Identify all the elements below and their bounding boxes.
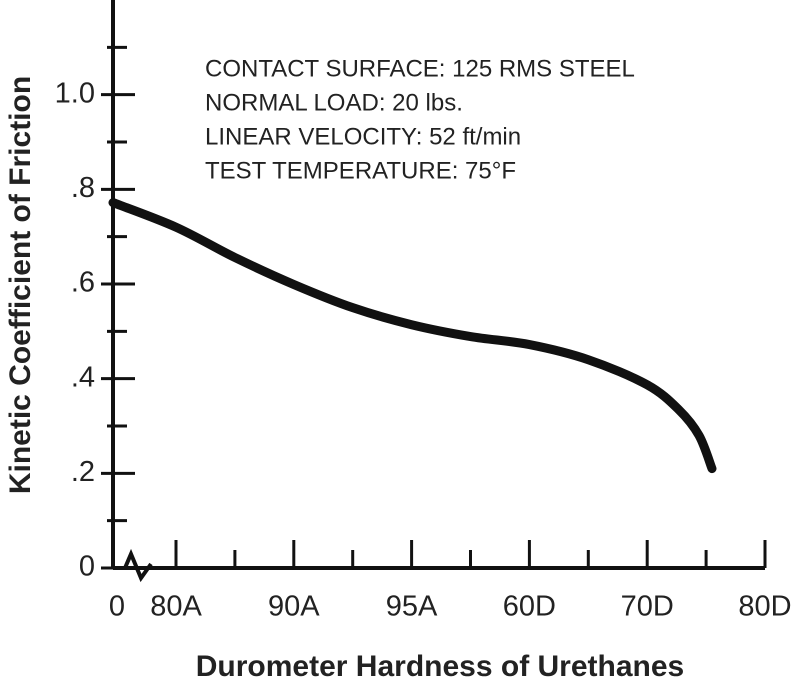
y-tick-label: 0 <box>79 551 95 583</box>
x-tick-label: 80D <box>738 591 791 623</box>
x-tick-label: 95A <box>386 591 438 623</box>
y-tick-label: 1.0 <box>55 77 95 109</box>
y-axis-title: Kinetic Coefficient of Friction <box>4 76 37 494</box>
y-tick-label: .2 <box>71 456 95 488</box>
y-tick-label: .8 <box>71 172 95 204</box>
axis-break <box>123 548 153 583</box>
x-axis-title: Durometer Hardness of Urethanes <box>196 650 684 683</box>
data-line <box>108 198 717 474</box>
y-tick-label: .6 <box>71 267 95 299</box>
x-tick-label: 70D <box>621 591 674 623</box>
annotation: NORMAL LOAD: 20 lbs. <box>205 89 463 116</box>
x-tick-label: 80A <box>150 591 202 623</box>
x-tick-label: 60D <box>503 591 556 623</box>
y-tick-label: .4 <box>71 361 95 393</box>
annotation: TEST TEMPERATURE: 75°F <box>205 157 516 184</box>
x-tick-label: 90A <box>268 591 320 623</box>
annotation: CONTACT SURFACE: 125 RMS STEEL <box>205 55 635 82</box>
x-tick-label: 0 <box>109 591 125 623</box>
annotation: LINEAR VELOCITY: 52 ft/min <box>205 123 521 150</box>
